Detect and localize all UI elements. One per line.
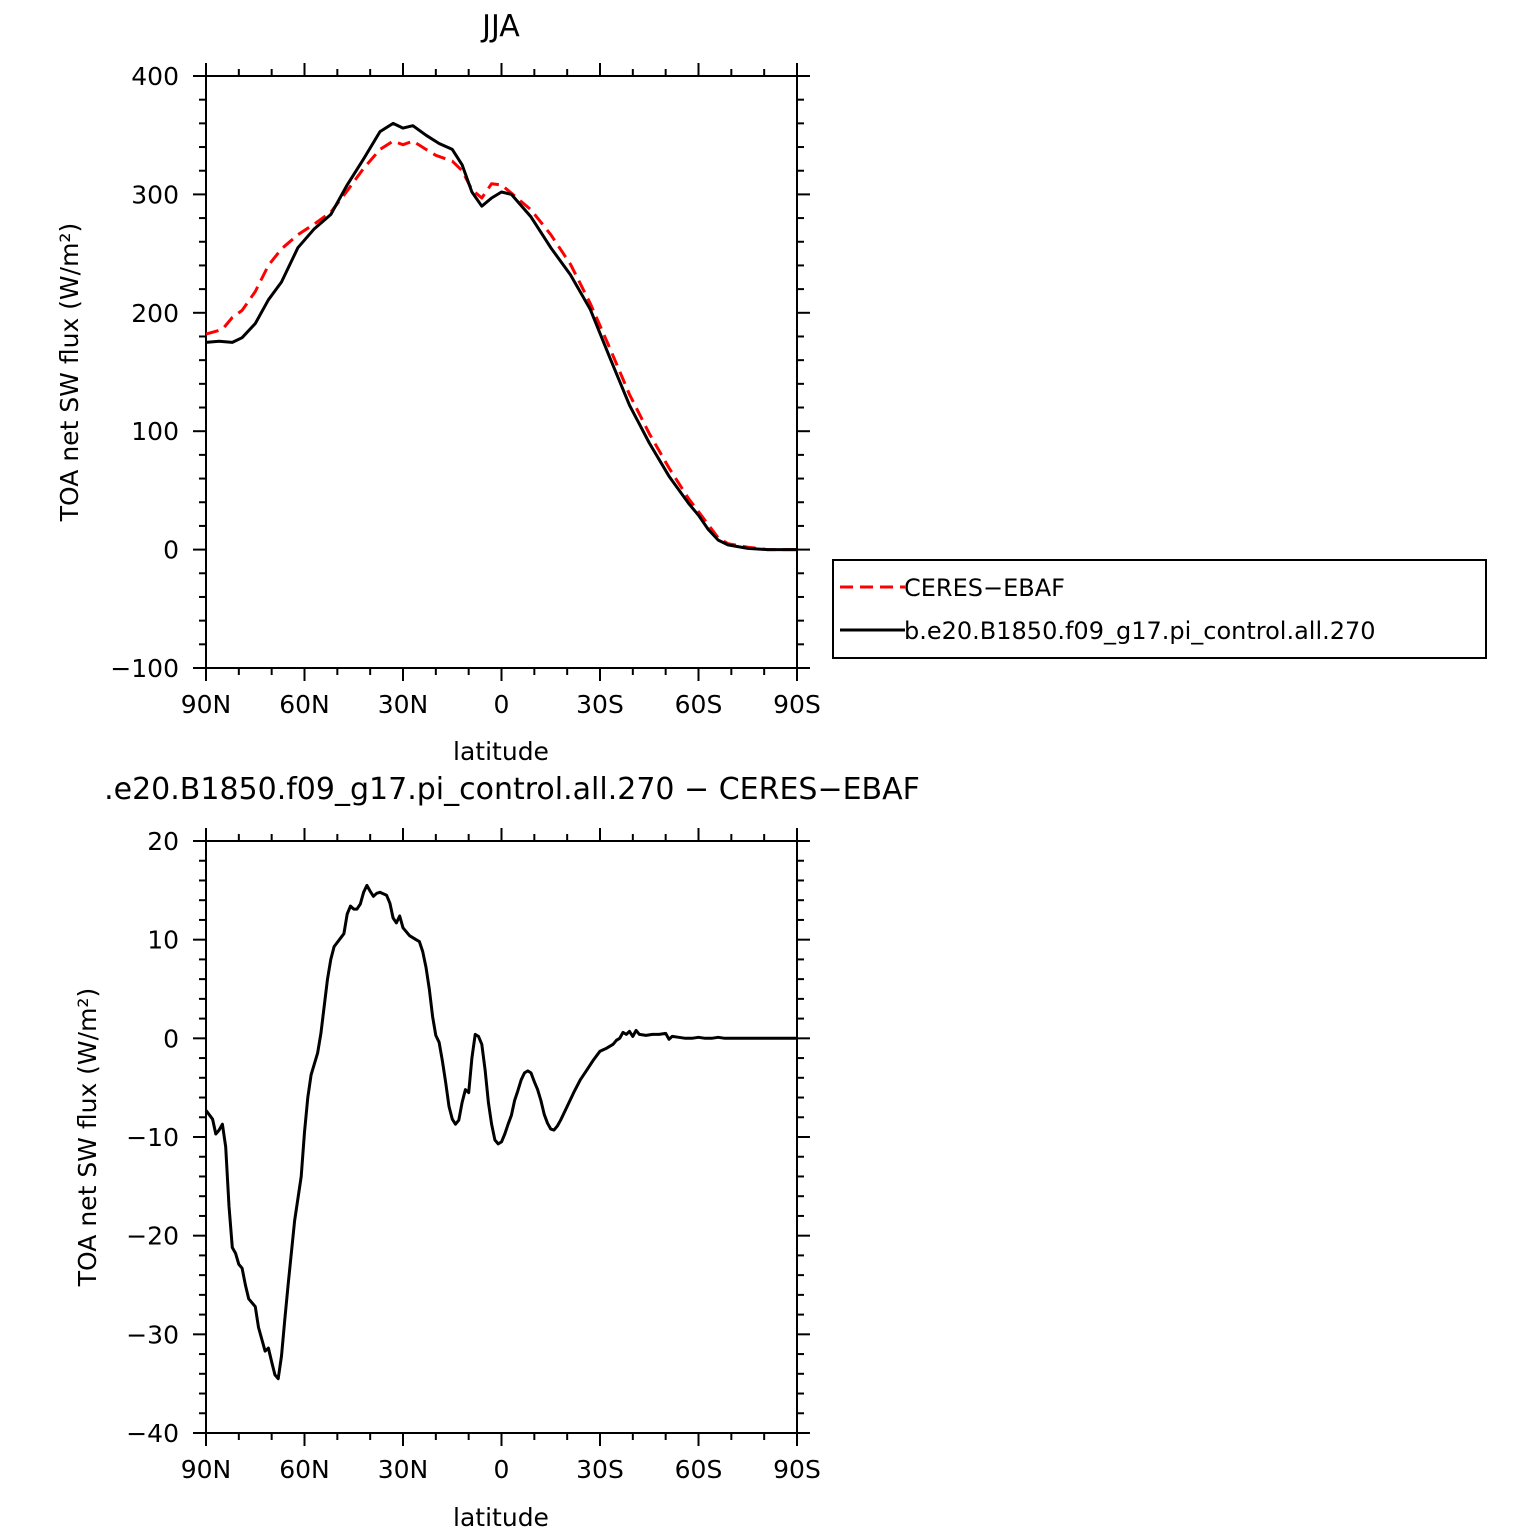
bottom-y-axis-title: TOA net SW flux (W/m²) (73, 988, 102, 1287)
x-tick-label: 0 (494, 1455, 510, 1484)
x-tick-label: 60N (279, 1455, 330, 1484)
y-tick-label: 20 (147, 827, 179, 856)
y-tick-label: 200 (131, 299, 179, 328)
top-panel-title: JJA (480, 9, 520, 44)
y-tick-label: −20 (126, 1222, 179, 1251)
bottom-series-line-0 (204, 883, 797, 1381)
x-tick-label: 30N (378, 1455, 429, 1484)
y-tick-label: 0 (163, 1024, 179, 1053)
top-plot-frame (205, 75, 798, 669)
x-tick-label: 30S (576, 1455, 624, 1484)
top-series-layer (205, 121, 797, 552)
bottom-series-layer (204, 883, 797, 1381)
x-tick-label: 90N (181, 1455, 232, 1484)
top-panel: JJA 90N 60N 30N 0 30S 60S 90S −100 0 100 200 300 400… (55, 9, 821, 766)
y-tick-label: −10 (126, 1123, 179, 1152)
y-tick-label: 300 (131, 180, 179, 209)
top-series-line-1 (205, 121, 797, 552)
x-tick-label: 60S (675, 1455, 723, 1484)
y-tick-label: 100 (131, 417, 179, 446)
legend: CERES−EBAF b.e20.B1850.f09_g17.pi_contro… (832, 559, 1487, 659)
top-axis-ticks: 90N 60N 30N 0 30S 60S 90S −100 0 100 200 300 400 (110, 62, 821, 719)
top-y-axis-title: TOA net SW flux (W/m²) (55, 223, 84, 522)
x-tick-label: 90N (181, 690, 232, 719)
legend-label-ceres: CERES−EBAF (904, 574, 1065, 602)
legend-box (832, 559, 1487, 659)
legend-label-model: b.e20.B1850.f09_g17.pi_control.all.270 (904, 617, 1376, 645)
x-tick-label: 30N (378, 690, 429, 719)
y-tick-label: 400 (131, 62, 179, 91)
bottom-axis-ticks: 90N 60N 30N 0 30S 60S 90S −40 −30 −20 −10 0 10 20 (126, 827, 821, 1484)
x-tick-label: 90S (773, 690, 821, 719)
x-tick-label: 90S (773, 1455, 821, 1484)
bottom-plot-frame (205, 840, 798, 1434)
x-tick-label: 60S (675, 690, 723, 719)
bottom-panel-title: .e20.B1850.f09_g17.pi_control.all.270 − … (104, 772, 920, 807)
y-tick-label: −100 (110, 654, 179, 683)
top-series-line-0 (205, 139, 797, 552)
bottom-panel: .e20.B1850.f09_g17.pi_control.all.270 − … (73, 772, 920, 1532)
y-tick-label: 10 (147, 926, 179, 955)
top-x-axis-title: latitude (453, 737, 549, 766)
y-tick-label: −40 (126, 1419, 179, 1448)
y-tick-label: −30 (126, 1320, 179, 1349)
bottom-x-axis-title: latitude (453, 1503, 549, 1532)
y-tick-label: 0 (163, 536, 179, 565)
x-tick-label: 60N (279, 690, 330, 719)
x-tick-label: 30S (576, 690, 624, 719)
x-tick-label: 0 (494, 690, 510, 719)
